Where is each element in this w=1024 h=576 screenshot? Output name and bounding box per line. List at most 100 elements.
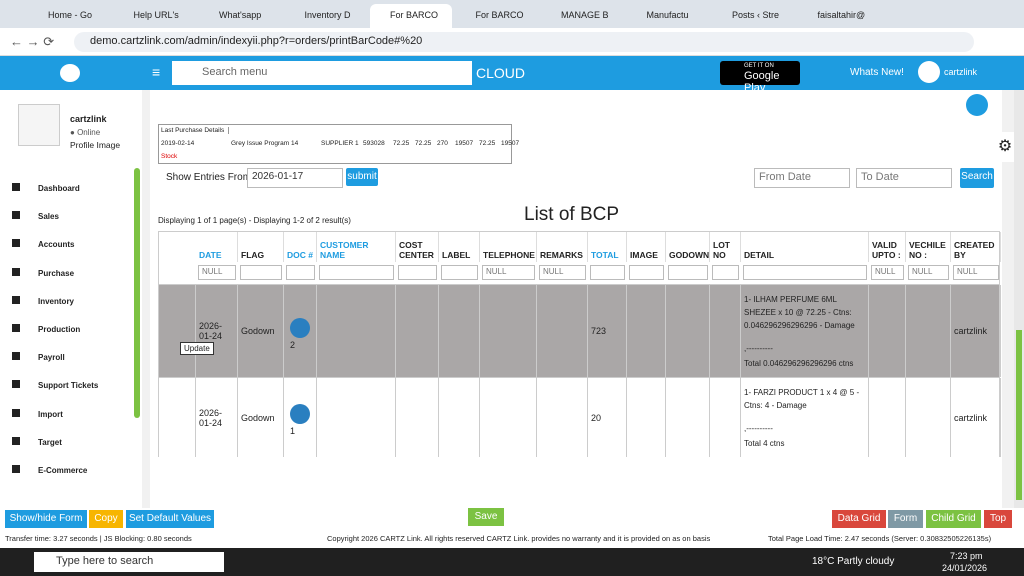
tab[interactable]: Home - Go: [48, 10, 93, 20]
search-icon[interactable]: [966, 94, 988, 116]
filter-input[interactable]: [286, 265, 315, 280]
menu-item[interactable]: Support Tickets: [38, 381, 99, 391]
filter-input[interactable]: NULL: [198, 265, 236, 280]
clock-time: 7:23 pm: [950, 551, 983, 561]
menu-item[interactable]: Target: [38, 437, 62, 447]
column-header[interactable]: DOC #: [284, 232, 317, 262]
data-table: DATE NULL FLAG DOC # CUSTOMER NAME COST CENTE…: [158, 231, 1001, 457]
tab[interactable]: For BARCO: [370, 4, 452, 28]
menu-icon: [12, 324, 20, 332]
filter-input[interactable]: NULL: [482, 265, 535, 280]
filter-select[interactable]: [319, 265, 394, 280]
divider: [283, 378, 284, 457]
show-entries-label: Show Entries From: [166, 172, 252, 183]
menu-item[interactable]: Inventory: [38, 296, 75, 306]
filter-input[interactable]: [712, 265, 739, 280]
from-date[interactable]: From Date: [754, 168, 850, 188]
tab[interactable]: Help URL's: [133, 10, 179, 20]
menu-item[interactable]: Import: [38, 409, 63, 419]
submit[interactable]: submit: [346, 168, 378, 186]
column-header[interactable]: REMARKS: [537, 232, 588, 262]
column-header[interactable]: COST CENTER: [396, 232, 439, 262]
filter-input[interactable]: NULL: [953, 265, 999, 280]
print-icon[interactable]: [290, 404, 310, 424]
footer-button[interactable]: Copy: [89, 510, 123, 528]
column-header[interactable]: DATE: [196, 232, 238, 262]
load-time: Total Page Load Time: 2.47 seconds (Serv…: [768, 534, 992, 543]
filter-input[interactable]: [441, 265, 478, 280]
filter-select[interactable]: [743, 265, 867, 280]
main-panel: Last Purchase Details 2019-02-14 Grey Issu…: [150, 90, 1002, 508]
menu-item[interactable]: Purchase: [38, 268, 75, 278]
to-date[interactable]: To Date: [856, 168, 952, 188]
tab[interactable]: What'sapp: [219, 10, 262, 20]
filter-input[interactable]: NULL: [539, 265, 586, 280]
filter-input[interactable]: NULL: [908, 265, 949, 280]
avatar: [918, 61, 940, 83]
taskbar-search[interactable]: Type here to search: [34, 552, 224, 572]
column-header[interactable]: VALID UPTO :: [869, 232, 906, 262]
column-header[interactable]: CREATED BY: [951, 232, 1001, 262]
column-header[interactable]: IMAGE: [627, 232, 666, 262]
divider: [237, 378, 238, 457]
print-icon[interactable]: [290, 317, 310, 338]
doc: 2: [290, 339, 296, 350]
menu-toggle[interactable]: ≡: [152, 64, 161, 80]
save-button[interactable]: Save: [468, 508, 504, 526]
search-button[interactable]: Search: [960, 168, 994, 188]
detail-line: 1- FARZI PRODUCT 1 x 4 @ 5 - Ctns: 4 - D…: [744, 387, 860, 410]
footer-button[interactable]: Data Grid: [832, 510, 886, 528]
footer-button[interactable]: Set Default Values: [126, 510, 214, 528]
column-header[interactable]: LOT NO: [710, 232, 741, 262]
menu-item[interactable]: Production: [38, 325, 81, 334]
lp-cell: 2019-02-14: [161, 140, 195, 147]
row-actions[interactable]: [165, 414, 189, 422]
tab[interactable]: Posts ‹ Stre: [732, 10, 780, 20]
footer-button[interactable]: Top: [984, 510, 1012, 528]
nav-icons[interactable]: ← → ⟳: [10, 34, 55, 49]
table-title: List of BCP: [524, 204, 620, 225]
whats-new[interactable]: Whats New!: [850, 67, 904, 78]
menu-item[interactable]: Sales: [38, 212, 59, 222]
menu-item[interactable]: E-Commerce: [38, 466, 88, 475]
url[interactable]: demo.cartzlink.com/admin/indexyii.php?r=…: [74, 32, 974, 52]
column-header[interactable]: FLAG: [238, 232, 284, 262]
lp-stock: Stock: [161, 153, 178, 160]
tab[interactable]: Inventory D: [304, 10, 351, 20]
menu-item[interactable]: Accounts: [38, 240, 75, 250]
column-header[interactable]: TOTAL: [588, 232, 627, 262]
menu-item[interactable]: Payroll: [38, 353, 65, 363]
divider: [395, 285, 396, 377]
column-header[interactable]: LABEL: [439, 232, 480, 262]
footer-button[interactable]: Show/hide Form: [5, 510, 87, 528]
filter-input[interactable]: [590, 265, 625, 280]
filter-input[interactable]: [398, 265, 437, 280]
column-header[interactable]: GODOWN: [666, 232, 710, 262]
address-bar: ← → ⟳ demo.cartzlink.com/admin/indexyii.…: [0, 28, 1024, 56]
column-header[interactable]: VECHILE NO :: [906, 232, 951, 262]
tab[interactable]: For BARCO: [475, 10, 524, 20]
column-header[interactable]: TELEPHONE: [480, 232, 537, 262]
row-actions[interactable]: [165, 328, 189, 336]
profile-link[interactable]: Profile Image: [70, 140, 121, 150]
column-header[interactable]: CUSTOMER NAME: [317, 232, 396, 262]
lp-cell: 72.25: [479, 140, 496, 147]
footer-button[interactable]: Child Grid: [926, 510, 981, 528]
divider: [1000, 285, 1001, 377]
tab[interactable]: MANAGE B: [561, 10, 609, 20]
divider: [905, 285, 906, 377]
filter-select[interactable]: [668, 265, 708, 280]
google-play[interactable]: GET IT ON Google Play: [720, 61, 800, 94]
search-menu[interactable]: Search menu: [172, 61, 472, 85]
tab[interactable]: faisaltahir@: [817, 10, 866, 20]
header-user[interactable]: cartzlink: [944, 67, 978, 77]
column-header[interactable]: DETAIL: [741, 232, 869, 262]
menu-item[interactable]: Dashboard: [38, 184, 80, 193]
menu-icon: [12, 295, 20, 304]
date-input[interactable]: 2026-01-17: [247, 168, 343, 188]
filter-input[interactable]: NULL: [871, 265, 904, 280]
tab[interactable]: Manufactu: [646, 10, 689, 20]
footer-button[interactable]: Form: [888, 510, 923, 528]
filter-input[interactable]: [629, 265, 664, 280]
filter-select[interactable]: [240, 265, 282, 280]
